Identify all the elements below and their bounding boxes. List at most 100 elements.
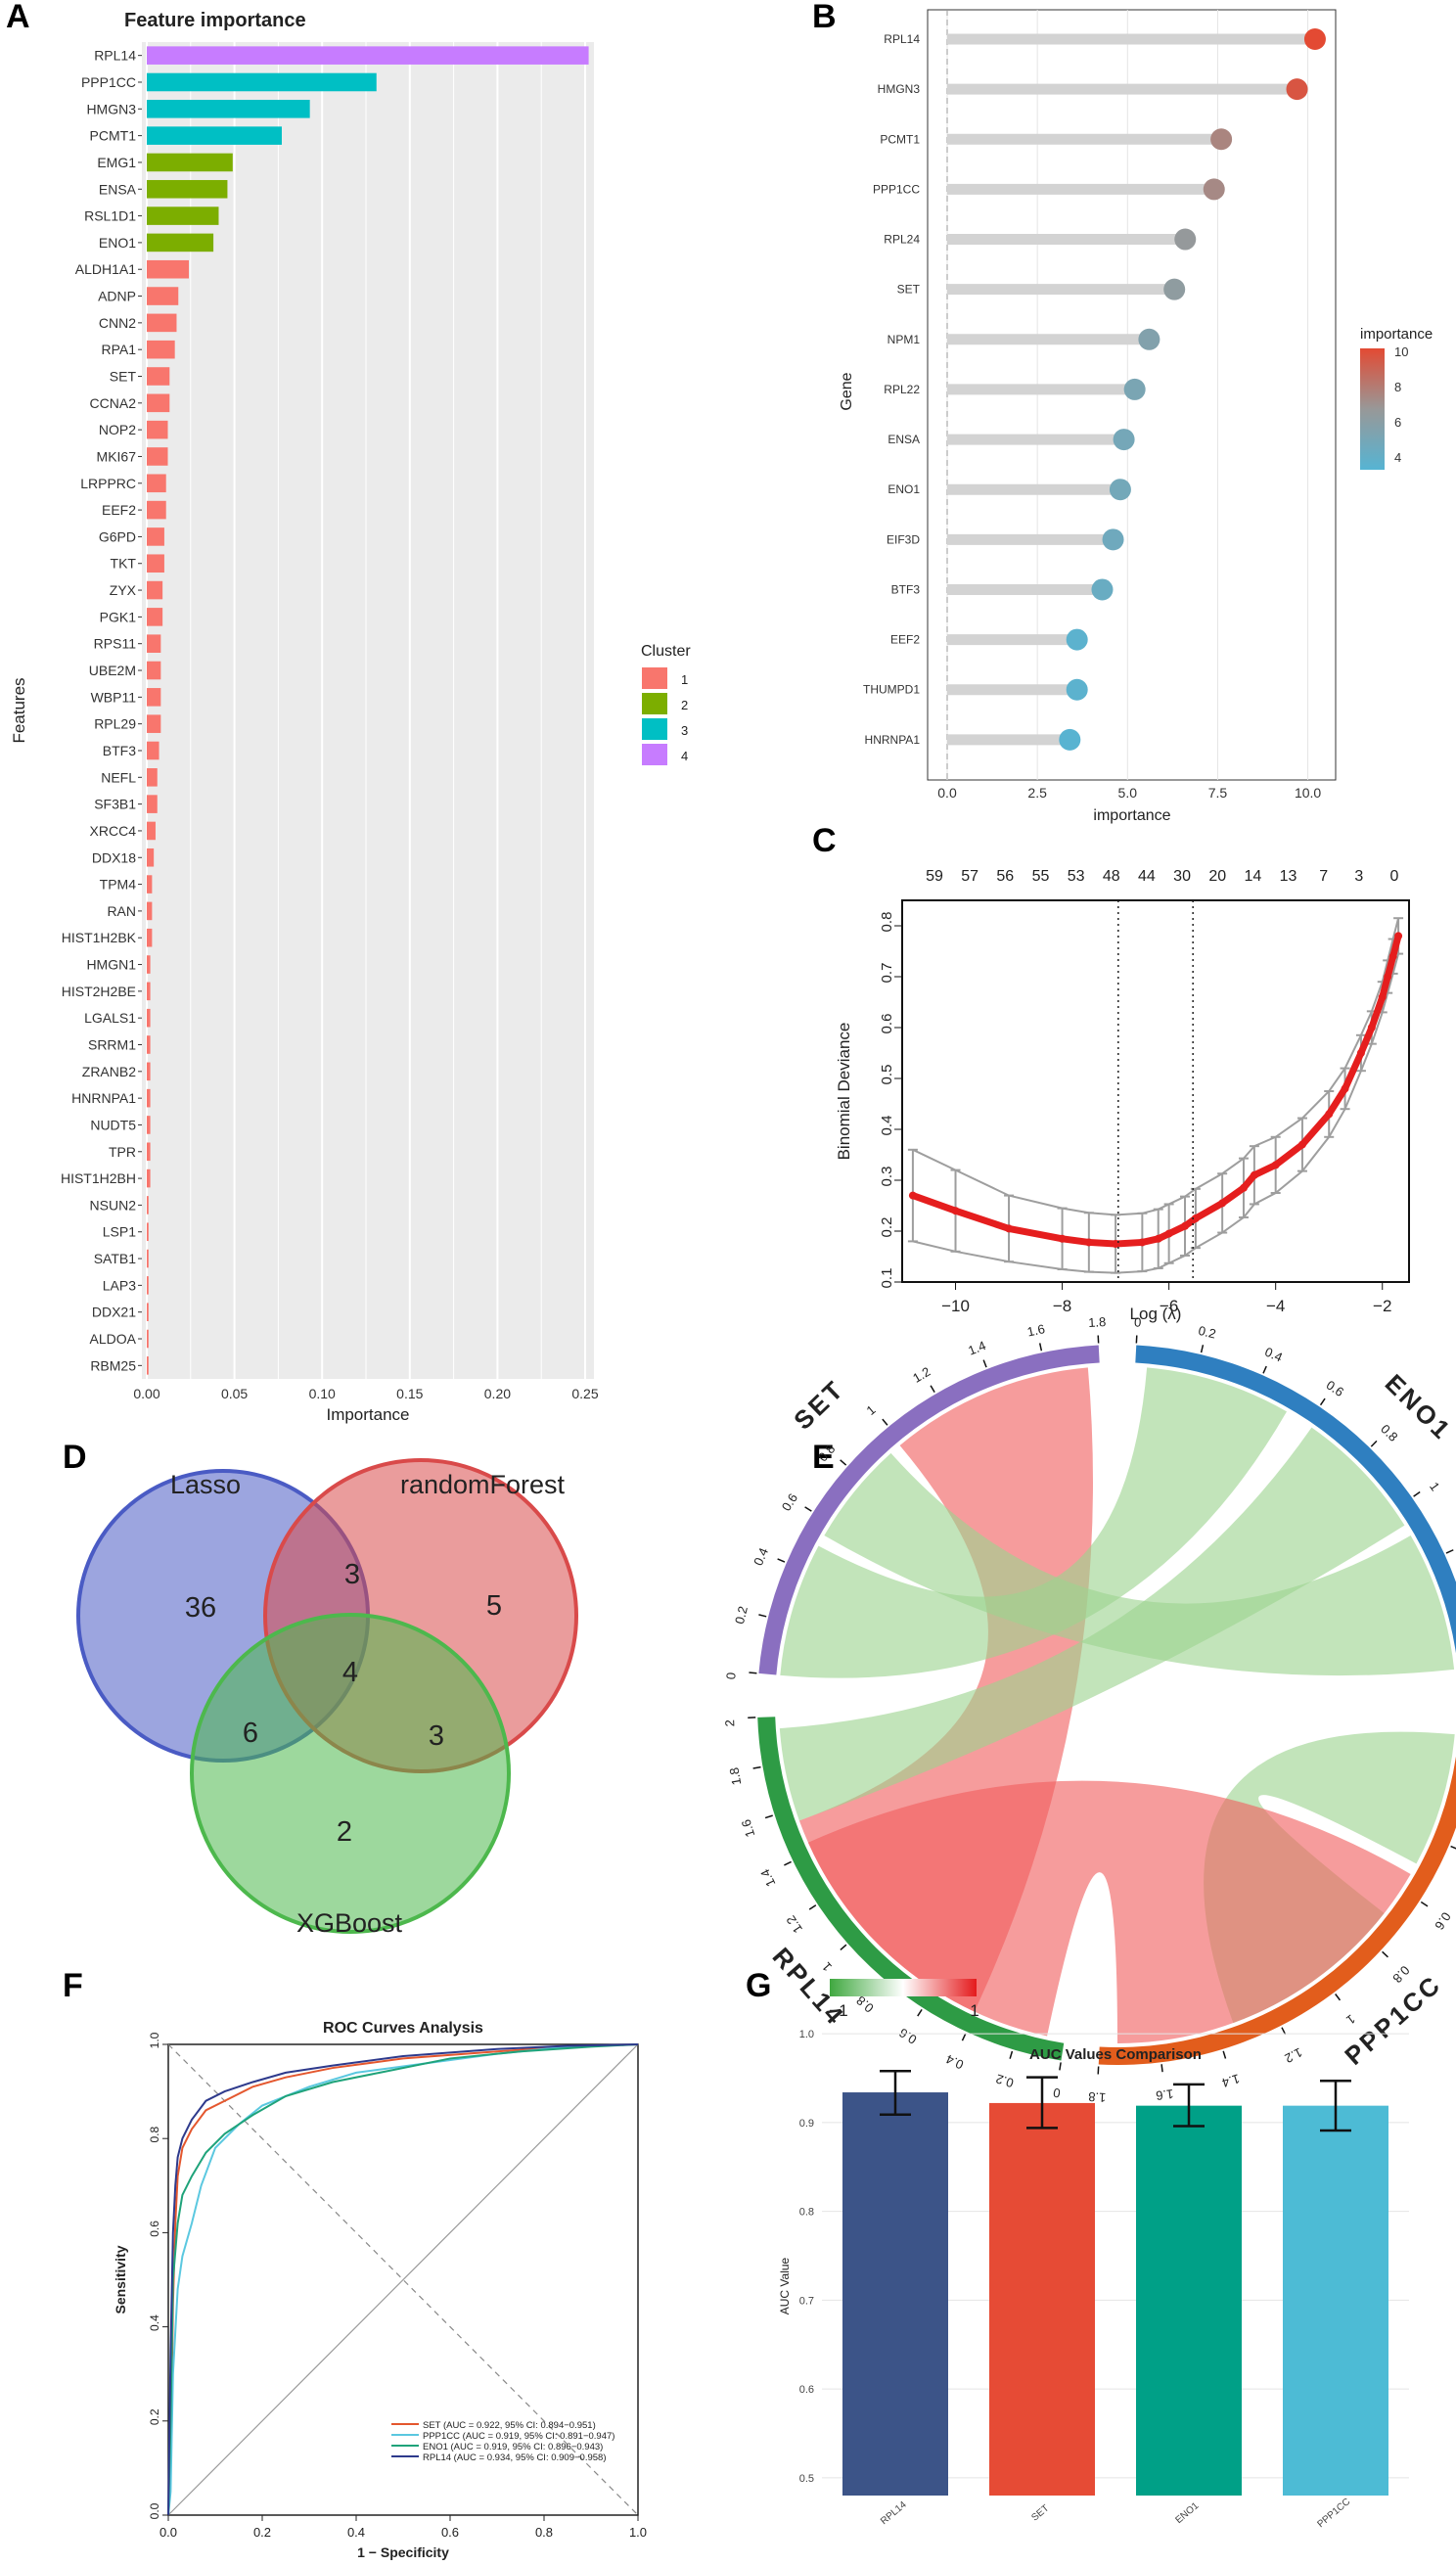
bar bbox=[147, 500, 166, 520]
chord-tick-label: 0 bbox=[1134, 1314, 1142, 1329]
bar bbox=[147, 1356, 149, 1375]
chord-tick bbox=[1370, 1440, 1378, 1447]
bar bbox=[147, 901, 153, 921]
tick-label-y: THUMPD1 bbox=[863, 683, 920, 697]
tick-label-x: 0.05 bbox=[221, 1386, 248, 1401]
deviance-point bbox=[1218, 1199, 1227, 1208]
tick-label-x: 0.20 bbox=[484, 1386, 511, 1401]
bar bbox=[989, 2102, 1095, 2496]
tick-label-y: NEFL bbox=[101, 769, 136, 785]
top-axis-label: 3 bbox=[1354, 868, 1363, 885]
tick-label-x: SET bbox=[1029, 2503, 1051, 2524]
bar bbox=[147, 1062, 151, 1081]
deviance-point bbox=[1191, 1214, 1200, 1222]
deviance-point bbox=[1271, 1161, 1280, 1169]
chord-gene-label: SET bbox=[788, 1374, 850, 1436]
chord-tick-label: 1.2 bbox=[783, 1913, 804, 1936]
panel-g-auc: 0.5 0.6 0.7 0.8 0.9 1.0 RPL14 SET ENO1 PPP1CC AUC … bbox=[778, 2029, 1409, 2530]
bar bbox=[147, 1088, 151, 1108]
panel-b-lollipop: RPL14 HMGN3 PCMT1 PPP1CC RPL24 SET NPM1 RPL22 EN… bbox=[839, 9, 1433, 824]
tick-label-y: 0.2 bbox=[879, 1217, 895, 1238]
roc-curve bbox=[167, 2043, 639, 2516]
tick-label-y: HMGN1 bbox=[86, 957, 136, 973]
chord-tick-label: 1 bbox=[1427, 1480, 1442, 1494]
tick-label-y: RSL1D1 bbox=[84, 208, 136, 224]
chord-tick-label: 1 bbox=[1343, 2011, 1358, 2027]
chord-sector-eno1 bbox=[1135, 1345, 1456, 1654]
chord-tick-label: 1.2 bbox=[910, 1364, 933, 1386]
bar bbox=[147, 1142, 151, 1162]
chord-tick bbox=[808, 1904, 817, 1910]
tick-label-y: TKT bbox=[111, 556, 137, 572]
chord-link bbox=[779, 1427, 1405, 1821]
tick-label-y: 0.6 bbox=[799, 2384, 814, 2396]
tick-label-y: 0.9 bbox=[799, 2118, 814, 2130]
tick-label-y: DDX18 bbox=[92, 849, 136, 865]
chord-tick bbox=[749, 1672, 757, 1674]
colorbar-label: 6 bbox=[1394, 415, 1401, 430]
deviance-point bbox=[1378, 992, 1387, 1001]
chart-title: Feature importance bbox=[124, 10, 306, 31]
deviance-point bbox=[1239, 1183, 1248, 1192]
tick-label-x: 0.0 bbox=[937, 785, 957, 801]
chord-tick bbox=[1200, 1345, 1205, 1353]
tick-label-y: WBP11 bbox=[91, 689, 137, 705]
bar bbox=[147, 608, 163, 626]
chord-tick bbox=[1420, 1901, 1429, 1907]
chord-tick-label: 0.2 bbox=[1197, 1323, 1217, 1342]
tick-label-y: RPS11 bbox=[94, 636, 137, 652]
top-axis-label: 59 bbox=[926, 868, 943, 885]
chord-tick-label: 0.6 bbox=[779, 1490, 800, 1513]
tick-label-y: 0.3 bbox=[879, 1167, 895, 1187]
bar bbox=[147, 179, 228, 199]
bar bbox=[147, 126, 282, 145]
roc-curve bbox=[167, 2043, 639, 2516]
chord-tick bbox=[804, 1506, 812, 1512]
tick-label-y: 0.8 bbox=[799, 2207, 814, 2219]
deviance-point bbox=[1138, 1238, 1147, 1247]
tick-label-x: −2 bbox=[1373, 1297, 1391, 1315]
venn-count: 3 bbox=[344, 1559, 360, 1590]
bar bbox=[842, 2092, 948, 2496]
chord-tick-label: 0.6 bbox=[1324, 1377, 1346, 1399]
panel-letter-d: D bbox=[63, 1439, 87, 1476]
lollipop-point bbox=[1091, 578, 1114, 601]
chord-tick-label: 1.8 bbox=[1088, 1314, 1107, 1330]
lollipop-point bbox=[1059, 728, 1081, 751]
tick-label-x: 0.8 bbox=[535, 2525, 553, 2540]
tick-label-y: UBE2M bbox=[89, 663, 136, 678]
colorbar-label: 10 bbox=[1394, 344, 1408, 359]
chord-tick bbox=[1319, 1398, 1326, 1406]
tick-label-y: HIST1H2BK bbox=[62, 930, 137, 945]
axis-title-y: Sensitivity bbox=[113, 2245, 128, 2314]
top-axis-label: 55 bbox=[1032, 868, 1050, 885]
deviance-point bbox=[1058, 1234, 1067, 1243]
lollipop-point bbox=[1203, 178, 1225, 201]
chord-tick bbox=[758, 1614, 767, 1618]
deviance-point bbox=[908, 1191, 917, 1200]
tick-label-y: CNN2 bbox=[99, 315, 136, 331]
lollipop-point bbox=[1286, 78, 1308, 101]
chord-tick-label: 1.8 bbox=[1088, 2089, 1107, 2105]
tick-label-x: 0.2 bbox=[253, 2525, 271, 2540]
bar bbox=[147, 474, 166, 493]
bar bbox=[147, 982, 151, 1001]
tick-label-y: LGALS1 bbox=[84, 1010, 136, 1026]
tick-label-y: 0.6 bbox=[148, 2221, 161, 2237]
deviance-point bbox=[951, 1207, 960, 1215]
deviance-point bbox=[1394, 932, 1403, 940]
tick-label-x: 0.4 bbox=[347, 2525, 365, 2540]
bar bbox=[147, 1303, 149, 1321]
chord-tick-label: 0.2 bbox=[732, 1605, 751, 1626]
error-envelope-lower bbox=[912, 953, 1400, 1274]
venn-count: 2 bbox=[337, 1816, 352, 1848]
chord-tick-label: 0.8 bbox=[1378, 1422, 1400, 1444]
bar bbox=[147, 634, 161, 653]
chord-tick bbox=[1160, 2064, 1163, 2073]
tick-label-x: 5.0 bbox=[1118, 785, 1138, 801]
bar bbox=[147, 688, 161, 707]
top-axis-label: 20 bbox=[1208, 868, 1226, 885]
bar bbox=[147, 259, 190, 279]
panel-letter-b: B bbox=[812, 0, 837, 35]
